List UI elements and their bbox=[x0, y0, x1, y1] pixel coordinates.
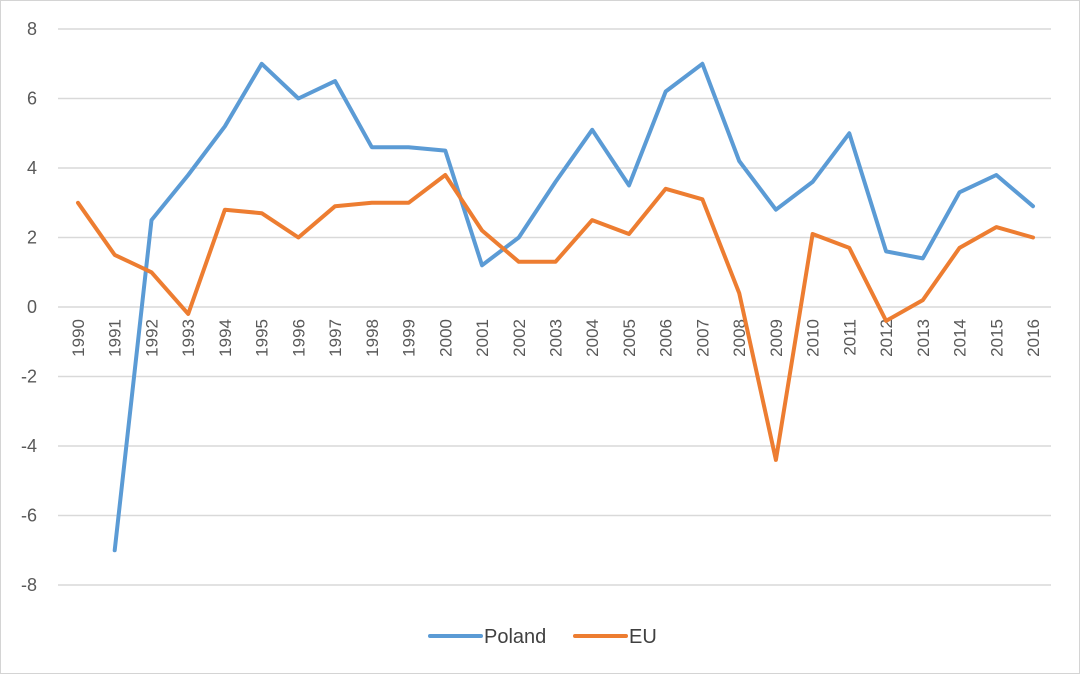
x-tick-label: 2001 bbox=[473, 319, 492, 357]
y-tick-label: 8 bbox=[27, 19, 37, 39]
x-tick-label: 2012 bbox=[877, 319, 896, 357]
legend-label: EU bbox=[629, 626, 657, 648]
x-tick-label: 2007 bbox=[693, 319, 712, 357]
x-tick-label: 1998 bbox=[363, 319, 382, 357]
legend-label: Poland bbox=[484, 626, 546, 648]
x-tick-label: 2010 bbox=[804, 319, 823, 357]
x-tick-label: 2014 bbox=[951, 319, 970, 357]
x-tick-label: 2002 bbox=[510, 319, 529, 357]
y-tick-label: -2 bbox=[21, 367, 37, 387]
x-tick-label: 2003 bbox=[547, 319, 566, 357]
x-tick-label: 1990 bbox=[69, 319, 88, 357]
x-tick-label: 2004 bbox=[583, 319, 602, 357]
x-tick-label: 2000 bbox=[436, 319, 455, 357]
series-line-eu bbox=[78, 175, 1033, 460]
legend: Poland EU bbox=[430, 626, 657, 648]
x-tick-label: 1996 bbox=[289, 319, 308, 357]
y-tick-label: -4 bbox=[21, 436, 37, 456]
y-tick-label: 2 bbox=[27, 228, 37, 248]
x-tick-label: 1992 bbox=[142, 319, 161, 357]
y-tick-label: 4 bbox=[27, 158, 37, 178]
x-tick-label: 2006 bbox=[657, 319, 676, 357]
x-tick-label: 1997 bbox=[326, 319, 345, 357]
x-tick-label: 1999 bbox=[400, 319, 419, 357]
y-tick-label: 6 bbox=[27, 89, 37, 109]
y-tick-label: -6 bbox=[21, 506, 37, 526]
x-tick-label: 1991 bbox=[106, 319, 125, 357]
x-tick-label: 2005 bbox=[620, 319, 639, 357]
x-tick-label: 2011 bbox=[840, 319, 859, 356]
y-tick-label: -8 bbox=[21, 575, 37, 595]
x-tick-label: 2009 bbox=[767, 319, 786, 357]
x-tick-label: 1995 bbox=[253, 319, 272, 357]
gridlines bbox=[58, 29, 1051, 585]
y-axis-ticks: 8 6 4 2 0 -2 -4 -6 -8 bbox=[21, 19, 37, 595]
legend-item-poland: Poland bbox=[430, 626, 546, 648]
x-tick-label: 2013 bbox=[914, 319, 933, 357]
x-tick-label: 2016 bbox=[1024, 319, 1043, 357]
legend-item-eu: EU bbox=[575, 626, 657, 648]
x-axis-ticks: 1990 1991 1992 1993 1994 1995 1996 1997 1998 1999… bbox=[69, 319, 1043, 357]
x-tick-label: 1993 bbox=[179, 319, 198, 357]
x-tick-label: 1994 bbox=[216, 319, 235, 357]
x-tick-label: 2015 bbox=[987, 319, 1006, 357]
y-tick-label: 0 bbox=[27, 297, 37, 317]
